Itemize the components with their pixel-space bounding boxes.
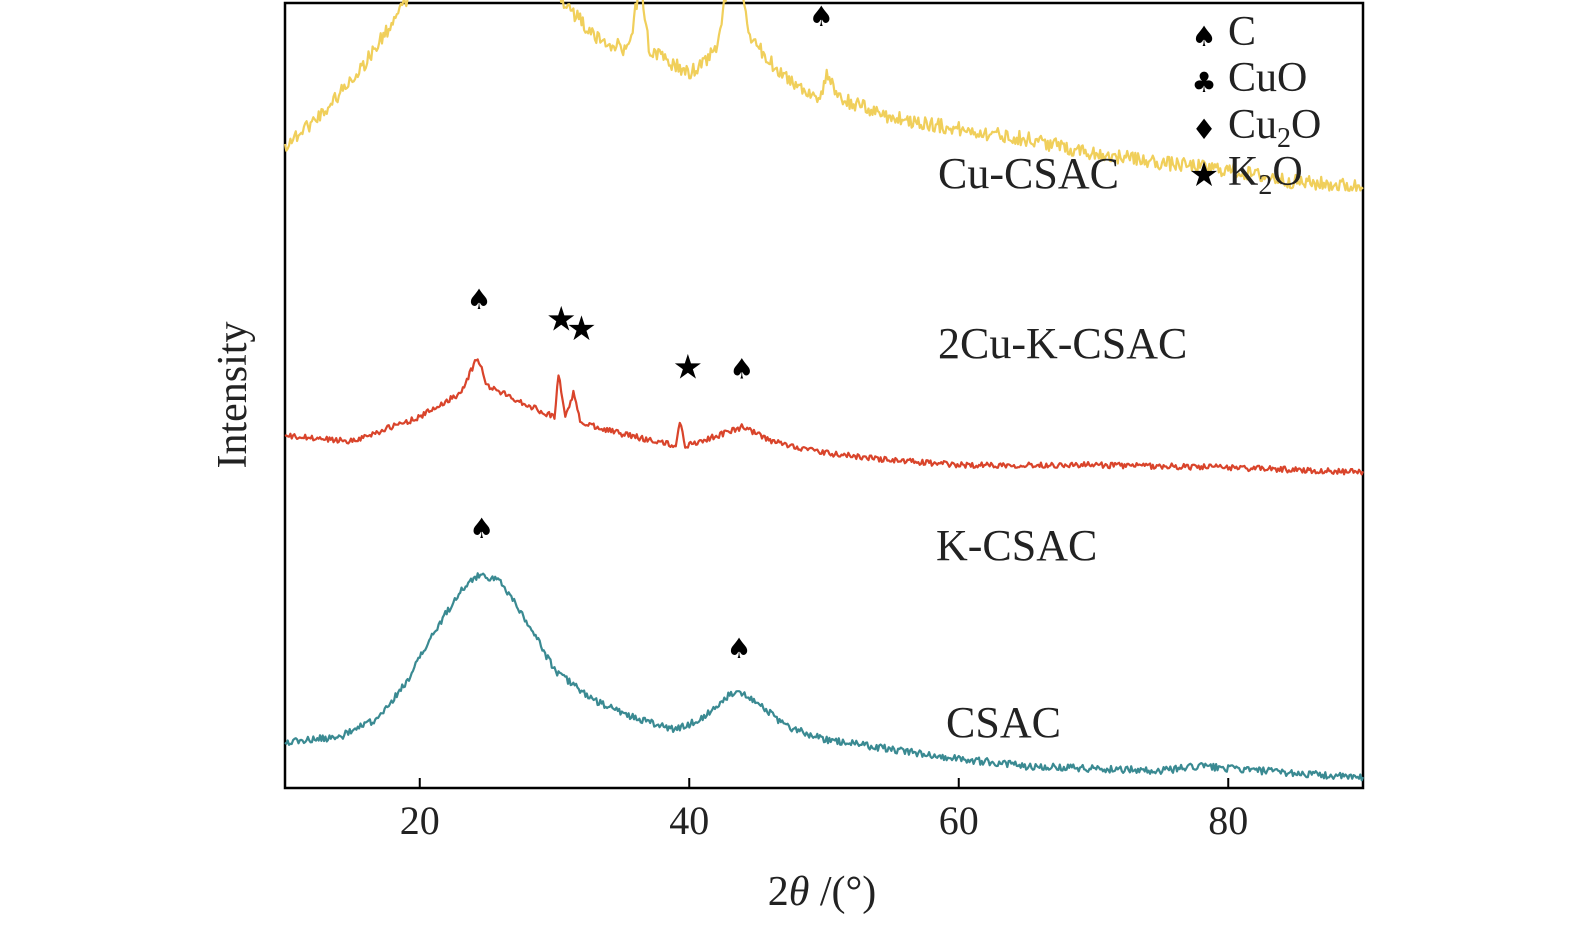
y-axis-label: Intensity	[210, 322, 256, 469]
peak-marker-star-icon: ★	[546, 300, 576, 340]
x-axis-ticks: 20 40 60 80	[400, 778, 1248, 843]
series-line-2	[283, 0, 1364, 192]
x-tick-label: 40	[669, 798, 709, 843]
series-label-4: CSAC	[946, 698, 1061, 747]
legend-club-icon: ♣	[1191, 66, 1216, 99]
legend-label-4: K2O	[1228, 149, 1303, 201]
legend-label-tail: O	[1272, 149, 1302, 195]
series-label-1: Cu-CSAC	[938, 149, 1119, 198]
series-label-2: 2Cu-K-CSAC	[938, 319, 1187, 368]
legend-label-base: C	[1228, 9, 1256, 55]
peak-marker-spade-icon: ♠	[727, 632, 752, 665]
legend-diamond-icon: ♦	[1191, 113, 1216, 146]
series-label-3: K-CSAC	[936, 521, 1097, 570]
peak-marker-spade-icon: ♠	[729, 353, 754, 386]
legend-star-icon: ★	[1189, 155, 1219, 195]
legend: ♠ C♣ CuO♦ Cu2O★ K2O	[1189, 9, 1322, 201]
legend-label-1: C	[1228, 9, 1256, 55]
peak-marker-star-icon: ★	[566, 309, 596, 349]
legend-spade-icon: ♠	[1191, 20, 1216, 53]
legend-label-subscript: 2	[1277, 123, 1291, 154]
legend-label-tail: O	[1291, 102, 1321, 148]
legend-label-base: K	[1228, 149, 1258, 195]
peak-marker-spade-icon: ♠	[809, 0, 834, 33]
plot-frame	[283, 1, 1365, 790]
legend-label-3: Cu2O	[1228, 102, 1321, 154]
legend-label-2: CuO	[1228, 55, 1307, 101]
peak-marker-spade-icon: ♠	[466, 283, 491, 316]
peak-marker-layer: ♠♣♦♠♠♠♦♠♠♠★★★♠♠♠	[466, 0, 834, 665]
x-tick-label: 20	[400, 798, 440, 843]
series-label-layer: Cu-CSAC 2Cu-K-CSAC K-CSAC CSAC	[936, 149, 1187, 747]
x-tick-label: 60	[939, 798, 979, 843]
peak-marker-spade-icon: ♠	[469, 512, 494, 545]
series-layer	[283, 0, 1365, 782]
x-axis-label-prefix: 2	[768, 869, 789, 915]
legend-label-base: CuO	[1228, 55, 1307, 101]
x-axis-label-suffix: /(°)	[809, 869, 876, 915]
series-line-4	[284, 572, 1365, 782]
legend-label-base: Cu	[1228, 102, 1277, 148]
x-axis-label-theta: θ	[789, 869, 810, 915]
x-tick-label: 80	[1208, 798, 1248, 843]
series-line-3	[284, 358, 1365, 476]
peak-marker-star-icon: ★	[673, 348, 703, 388]
x-axis-label: 2θ /(°)	[768, 869, 877, 915]
legend-label-subscript: 2	[1258, 170, 1272, 201]
